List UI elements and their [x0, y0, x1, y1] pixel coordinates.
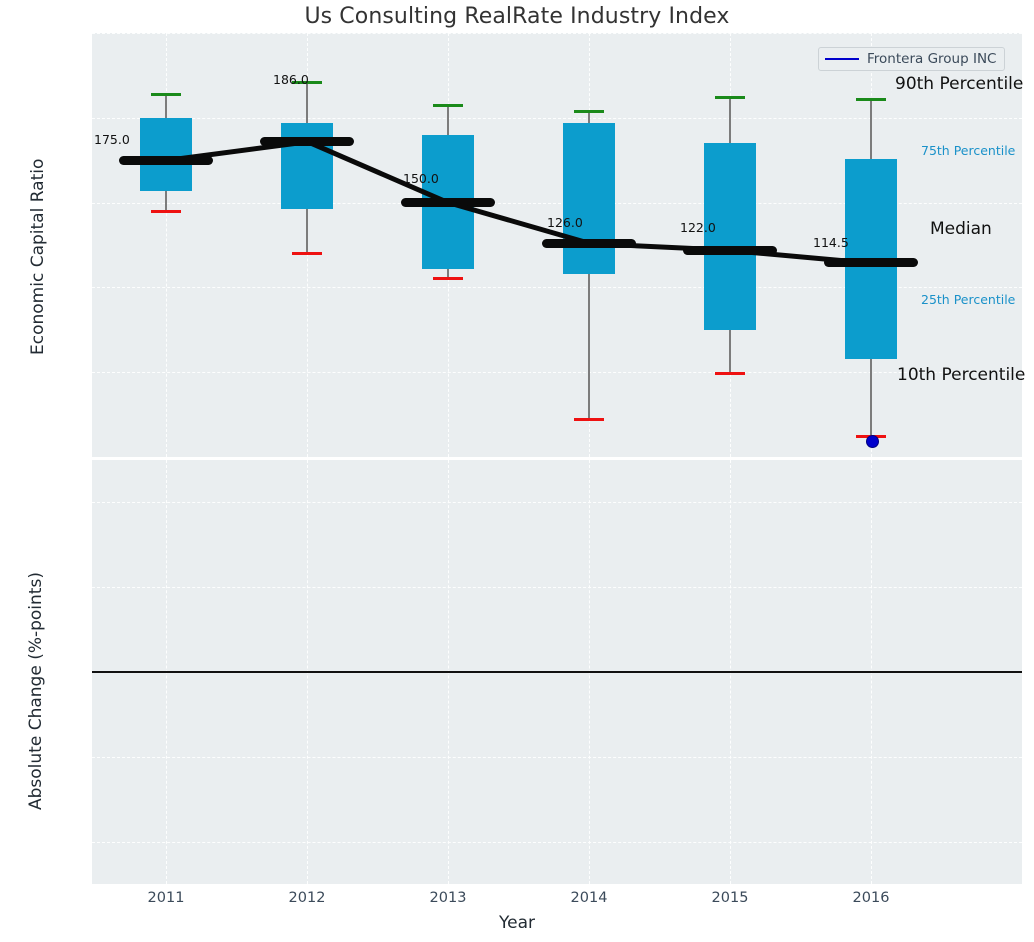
legend-label-frontera: Frontera Group INC [867, 51, 997, 67]
page-title: Us Consulting RealRate Industry Index [304, 4, 730, 29]
xtick-2014: 2014 [570, 890, 608, 906]
p90-cap-2012 [292, 80, 322, 84]
company-marker-2016[interactable] [865, 434, 879, 448]
box-2014[interactable] [563, 122, 615, 274]
median-label-2014: 126.0 [547, 215, 583, 231]
p10-cap-2015 [715, 372, 745, 376]
p90-cap-2014 [574, 109, 604, 113]
bottom-plot-area [92, 460, 1022, 884]
gridline-0-02 [92, 587, 1022, 589]
gridline-100 [92, 287, 1022, 289]
y-axis-label-bottom: Absolute Change (%-points) [26, 572, 46, 810]
p10-cap-2011 [151, 209, 181, 213]
p90-cap-2015 [715, 95, 745, 99]
box-2011[interactable] [140, 117, 192, 191]
median-label-2011: 175.0 [94, 132, 130, 148]
median-annotation: Median [930, 219, 992, 239]
gridline-50 [92, 372, 1022, 374]
gridline-neg0-02 [92, 756, 1022, 758]
gridline-2011 [166, 33, 167, 457]
box-2012[interactable] [281, 122, 333, 210]
p10-annotation: 10th Percentile [897, 365, 1026, 385]
gridline-200 [92, 117, 1022, 119]
p10-cap-2013 [433, 277, 463, 281]
xtick-2016: 2016 [852, 890, 890, 906]
xtick-2013: 2013 [429, 890, 467, 906]
xtick-2015: 2015 [711, 890, 749, 906]
y-axis-label-top: Economic Capital Ratio [28, 158, 48, 355]
p90-cap-2011 [151, 92, 181, 96]
gridline-150 [92, 202, 1022, 204]
median-label-2015: 122.0 [680, 220, 716, 236]
p10-cap-2014 [574, 418, 604, 422]
p75-annotation: 75th Percentile [921, 143, 1016, 158]
median-label-2012: 186.0 [273, 71, 309, 87]
gridline-250 [92, 33, 1022, 34]
median-label-2013: 150.0 [403, 170, 439, 186]
gridline-0-04 [92, 502, 1022, 504]
median-label-2016: 114.5 [813, 234, 849, 250]
xtick-2011: 2011 [147, 890, 185, 906]
p90-annotation: 90th Percentile [895, 74, 1024, 94]
gridline-0 [92, 457, 1022, 458]
gridline-neg0-04 [92, 841, 1022, 843]
x-axis-label: Year [499, 913, 535, 933]
xtick-2012: 2012 [288, 890, 326, 906]
box-2015[interactable] [704, 143, 756, 330]
p10-cap-2012 [292, 251, 322, 255]
p25-annotation: 25th Percentile [921, 292, 1016, 307]
legend-line-swatch [825, 58, 859, 60]
median-connector-tail [871, 260, 915, 266]
zero-reference-line [92, 671, 1022, 673]
legend[interactable]: Frontera Group INC [818, 47, 1006, 71]
p90-cap-2016 [856, 97, 886, 101]
p90-cap-2013 [433, 104, 463, 108]
